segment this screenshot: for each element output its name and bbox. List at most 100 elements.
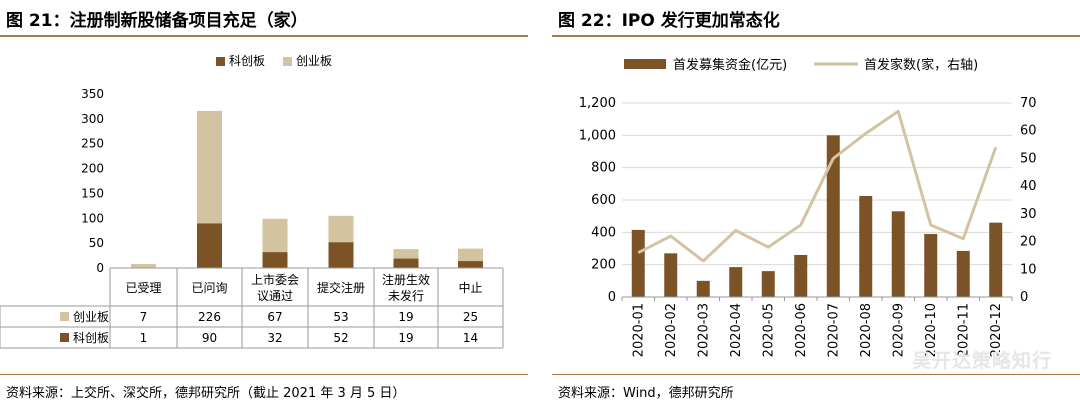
right-bar-line-chart: 首发募集资金(亿元) 首发家数(家，右轴)02004006008001,0001,… xyxy=(579,57,1037,357)
bar xyxy=(859,195,873,297)
x-category-label: 已问询 xyxy=(191,281,227,295)
y-right-tick-label: 30 xyxy=(1020,207,1037,222)
bar xyxy=(664,253,678,297)
legend-swatch-series-1 xyxy=(216,57,225,66)
table-row-swatch xyxy=(60,312,69,321)
x-category-label: 2020-03 xyxy=(696,303,711,357)
y-left-tick-label: 600 xyxy=(591,193,616,208)
table-cell-value: 52 xyxy=(333,331,348,345)
x-category-label: 提交注册 xyxy=(317,280,365,295)
bar-segment-series-2 xyxy=(458,248,483,262)
x-category-label: 2020-08 xyxy=(859,303,874,357)
table-cell-value: 14 xyxy=(463,331,478,345)
table-cell-value: 53 xyxy=(333,310,348,324)
legend-swatch-bar xyxy=(624,59,666,69)
y-left-tick-label: 1,200 xyxy=(579,96,616,111)
y-right-tick-label: 70 xyxy=(1020,96,1037,111)
x-category-label: 中止 xyxy=(458,280,482,295)
y-right-tick-label: 50 xyxy=(1020,151,1037,166)
y-left-tick-label: 400 xyxy=(591,225,616,240)
bar-segment-series-2 xyxy=(197,110,222,224)
table-row-swatch xyxy=(60,333,69,342)
x-category-label: 上市委会 xyxy=(251,272,299,287)
bar-segment-series-2 xyxy=(131,264,156,268)
bar-segment-series-1 xyxy=(262,252,288,268)
left-source-rule xyxy=(0,374,528,375)
left-figure-panel: 图 21：注册制新股储备项目充足（家） 科创板 创业板 0 50 100 150 200 25… xyxy=(0,0,528,412)
right-title-rule xyxy=(552,35,1080,37)
x-category-label: 议通过 xyxy=(257,289,293,303)
table-cell-value: 32 xyxy=(267,331,282,345)
watermark-text: 吴开达策略知行 xyxy=(911,350,1052,372)
x-category-label: 2020-11 xyxy=(956,303,971,357)
bar-segment-series-1 xyxy=(393,258,419,268)
right-source-rule xyxy=(552,374,1080,375)
bar-segment-series-1 xyxy=(328,242,354,268)
x-category-label: 已受理 xyxy=(125,281,161,295)
bar xyxy=(696,280,710,297)
bar xyxy=(761,271,775,297)
table-cell-value: 90 xyxy=(202,331,217,345)
x-category-label: 2020-06 xyxy=(794,303,809,357)
bar-segment-series-1 xyxy=(458,261,483,268)
y-right-tick-label: 10 xyxy=(1020,262,1037,277)
legend-label-series-1: 科创板 xyxy=(229,54,265,68)
x-category-label: 2020-02 xyxy=(664,303,679,357)
table-cell-value: 19 xyxy=(398,331,413,345)
table-cell-value: 19 xyxy=(398,310,413,324)
x-category-label: 2020-10 xyxy=(924,303,939,357)
x-category-label: 2020-07 xyxy=(826,303,841,357)
x-category-label: 2020-09 xyxy=(891,303,906,357)
y-tick-label: 50 xyxy=(89,236,104,250)
right-source-note: 资料来源：Wind，德邦研究所 xyxy=(558,386,734,401)
bar-segment-series-1 xyxy=(197,223,222,268)
x-category-label: 注册生效 xyxy=(382,272,430,287)
left-title-rule xyxy=(0,35,528,37)
x-category-label: 2020-04 xyxy=(729,303,744,357)
y-tick-label: 200 xyxy=(81,162,104,176)
x-category-label: 未发行 xyxy=(388,288,424,303)
table-cell-value: 1 xyxy=(140,331,148,345)
bar xyxy=(729,267,743,297)
bar-segment-series-2 xyxy=(262,218,288,253)
bar xyxy=(989,222,1003,297)
left-figure-title: 图 21：注册制新股储备项目充足（家） xyxy=(6,11,308,31)
table-cell-value: 226 xyxy=(198,310,221,324)
bar xyxy=(924,233,938,297)
y-left-tick-label: 1,000 xyxy=(579,128,616,143)
bar-segment-series-2 xyxy=(328,215,354,243)
y-right-tick-label: 20 xyxy=(1020,235,1037,250)
x-category-label: 2020-01 xyxy=(631,303,646,357)
y-left-tick-label: 0 xyxy=(608,290,616,305)
y-tick-label: 350 xyxy=(81,87,104,101)
table-row-label: 科创板 xyxy=(73,331,109,345)
line-series xyxy=(637,109,998,263)
y-tick-label: 100 xyxy=(81,211,104,225)
y-tick-label: 150 xyxy=(81,186,104,200)
bar-segment-series-2 xyxy=(393,249,419,259)
legend-swatch-series-2 xyxy=(283,57,292,66)
legend-label-series-2: 创业板 xyxy=(296,54,332,68)
legend-label-line: 首发家数(家，右轴) xyxy=(864,57,978,73)
bar xyxy=(794,254,808,297)
table-cell-value: 7 xyxy=(140,310,148,324)
table-cell-value: 25 xyxy=(463,310,478,324)
table-row-label: 创业板 xyxy=(73,310,109,324)
y-tick-label: 250 xyxy=(81,137,104,151)
y-right-tick-label: 60 xyxy=(1020,124,1037,139)
y-right-tick-label: 0 xyxy=(1020,290,1028,305)
table-cell-value: 67 xyxy=(267,310,282,324)
right-figure-title: 图 22：IPO 发行更加常态化 xyxy=(558,11,780,31)
bar xyxy=(826,135,840,297)
right-figure-panel: 图 22：IPO 发行更加常态化 首发募集资金(亿元) 首发家数(家，右轴) 0 20… xyxy=(552,0,1080,412)
x-category-label: 2020-05 xyxy=(761,303,776,357)
bar xyxy=(631,229,645,297)
y-left-tick-label: 200 xyxy=(591,258,616,273)
x-category-label: 2020-12 xyxy=(989,303,1004,357)
y-left-tick-label: 800 xyxy=(591,161,616,176)
bar xyxy=(956,250,970,297)
y-tick-label: 0 xyxy=(96,261,104,275)
y-right-tick-label: 40 xyxy=(1020,179,1037,194)
y-tick-label: 300 xyxy=(81,112,104,126)
